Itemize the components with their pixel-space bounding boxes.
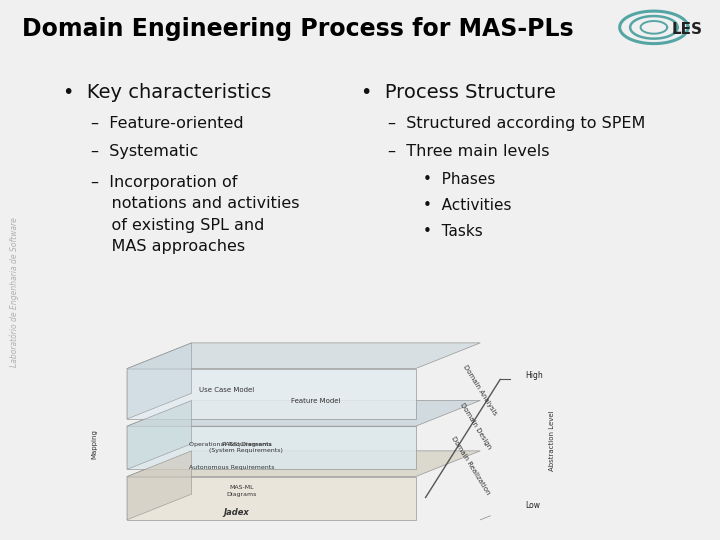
Text: –  Systematic: – Systematic xyxy=(91,144,198,159)
Text: High: High xyxy=(525,372,543,380)
Polygon shape xyxy=(127,343,192,419)
Polygon shape xyxy=(127,343,480,369)
Text: •  Activities: • Activities xyxy=(423,198,511,213)
Polygon shape xyxy=(127,451,192,520)
Polygon shape xyxy=(127,401,192,469)
Text: MAS-ML
Diagrams: MAS-ML Diagrams xyxy=(226,485,256,497)
Text: LES: LES xyxy=(672,22,703,37)
Text: Jadex: Jadex xyxy=(224,508,249,517)
Text: Operational Requirements: Operational Requirements xyxy=(189,442,272,447)
Text: Mapping: Mapping xyxy=(91,429,98,459)
Text: Feature Model: Feature Model xyxy=(292,398,341,404)
Text: Domain Design: Domain Design xyxy=(459,402,492,450)
Text: Low: Low xyxy=(525,501,540,510)
Text: Autonomous Requirements: Autonomous Requirements xyxy=(189,465,274,470)
Text: •  Key characteristics: • Key characteristics xyxy=(63,83,271,102)
Text: Abstraction Level: Abstraction Level xyxy=(549,410,555,471)
Polygon shape xyxy=(127,369,415,419)
Text: •  Tasks: • Tasks xyxy=(423,224,482,239)
Text: Domain Realization: Domain Realization xyxy=(450,436,491,496)
Text: Domain Engineering Process for MAS-PLs: Domain Engineering Process for MAS-PLs xyxy=(22,17,573,42)
Text: Laboratório de Engenharia de Software: Laboratório de Engenharia de Software xyxy=(9,218,19,367)
Text: PASSI Diagrams
(System Requirements): PASSI Diagrams (System Requirements) xyxy=(210,442,284,454)
Text: •  Process Structure: • Process Structure xyxy=(361,83,555,102)
Text: –  Structured according to SPEM: – Structured according to SPEM xyxy=(388,116,646,131)
Polygon shape xyxy=(127,477,415,520)
Text: –  Three main levels: – Three main levels xyxy=(388,144,550,159)
Text: Domain Analysis: Domain Analysis xyxy=(462,364,498,416)
Polygon shape xyxy=(127,451,480,477)
Text: –  Feature-oriented: – Feature-oriented xyxy=(91,116,243,131)
Text: –  Incorporation of
    notations and activities
    of existing SPL and
    MAS: – Incorporation of notations and activit… xyxy=(91,174,300,254)
Polygon shape xyxy=(127,426,415,469)
Polygon shape xyxy=(127,401,480,426)
Text: •  Phases: • Phases xyxy=(423,172,495,187)
Text: Use Case Model: Use Case Model xyxy=(199,387,254,393)
